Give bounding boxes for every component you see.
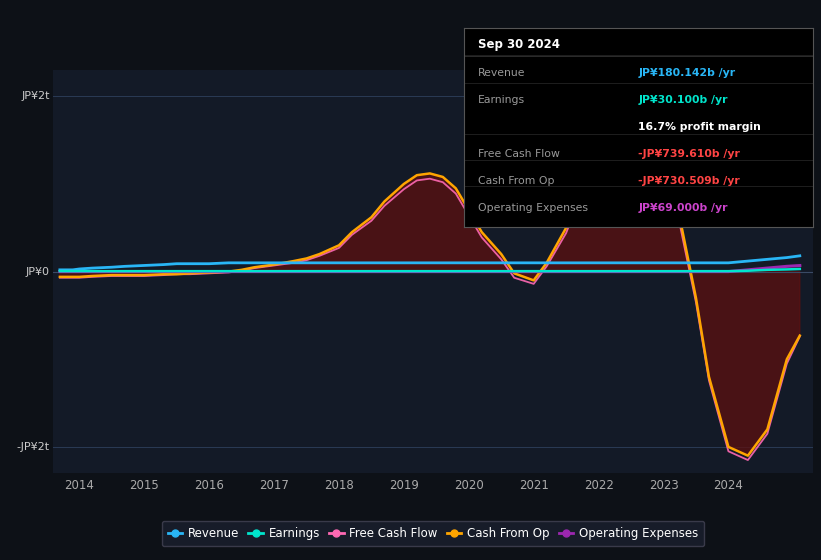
- Text: -JP¥730.509b /yr: -JP¥730.509b /yr: [639, 176, 740, 186]
- Text: JP¥0: JP¥0: [25, 267, 49, 277]
- Text: Revenue: Revenue: [478, 68, 525, 78]
- Legend: Revenue, Earnings, Free Cash Flow, Cash From Op, Operating Expenses: Revenue, Earnings, Free Cash Flow, Cash …: [162, 521, 704, 546]
- Text: JP¥69.000b /yr: JP¥69.000b /yr: [639, 203, 728, 213]
- Text: -JP¥739.610b /yr: -JP¥739.610b /yr: [639, 149, 741, 159]
- Text: Earnings: Earnings: [478, 95, 525, 105]
- Text: JP¥30.100b /yr: JP¥30.100b /yr: [639, 95, 728, 105]
- Text: Free Cash Flow: Free Cash Flow: [478, 149, 560, 159]
- Text: JP¥180.142b /yr: JP¥180.142b /yr: [639, 68, 736, 78]
- Text: Operating Expenses: Operating Expenses: [478, 203, 588, 213]
- Text: 16.7% profit margin: 16.7% profit margin: [639, 122, 761, 132]
- Text: Sep 30 2024: Sep 30 2024: [478, 38, 560, 51]
- Text: Cash From Op: Cash From Op: [478, 176, 554, 186]
- Text: -JP¥2t: -JP¥2t: [16, 442, 49, 452]
- Text: JP¥2t: JP¥2t: [21, 91, 49, 101]
